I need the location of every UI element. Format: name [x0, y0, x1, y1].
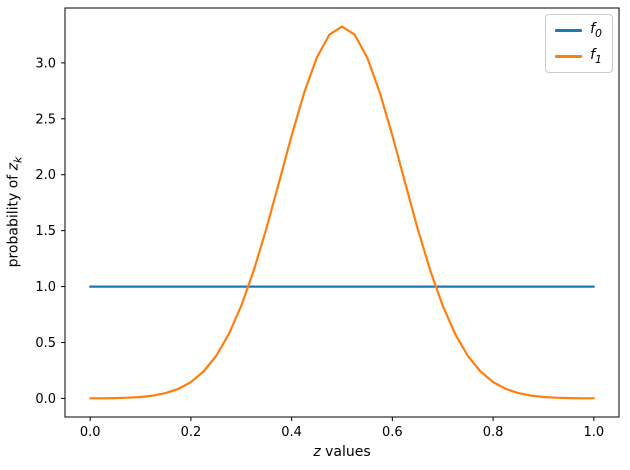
y-tick-label: 2.0 — [35, 168, 56, 183]
y-axis-label-var: z — [5, 162, 22, 171]
legend-label-f0: f0 — [590, 22, 602, 39]
legend-line-sample-f1 — [555, 54, 583, 58]
x-tick-label: 0.0 — [80, 425, 101, 440]
x-axis-ticks: 0.0 0.2 0.4 0.6 0.8 1.0 — [80, 417, 604, 440]
plot-area-border — [64, 7, 620, 418]
y-tick-label: 2.5 — [35, 112, 56, 127]
x-axis-label-rest: values — [320, 444, 371, 460]
x-tick-label: 0.8 — [483, 425, 504, 440]
x-axis-label: z values — [313, 444, 370, 460]
x-axis-label-var: z — [313, 444, 321, 460]
legend: f0 f1 — [545, 14, 613, 73]
series-lines — [89, 25, 595, 400]
legend-label-f0-sub: 0 — [595, 26, 602, 40]
x-tick-label: 0.6 — [382, 425, 403, 440]
y-axis-ticks: 0.0 0.5 1.0 1.5 2.0 2.5 3.0 — [35, 56, 65, 407]
legend-label-f1-base: f — [590, 46, 595, 63]
legend-item-f1: f1 — [555, 48, 602, 65]
legend-label-f0-base: f — [590, 21, 595, 37]
legend-label-f1: f1 — [590, 48, 602, 65]
series-line-f1 — [89, 25, 595, 400]
legend-label-f1-sub: 1 — [595, 52, 602, 66]
x-tick-label: 1.0 — [583, 425, 604, 440]
legend-item-f0: f0 — [555, 22, 602, 39]
y-tick-label: 1.5 — [35, 224, 56, 239]
y-axis-label-sub: k — [11, 156, 25, 163]
y-tick-label: 3.0 — [35, 56, 56, 71]
y-tick-label: 1.0 — [35, 280, 56, 295]
y-axis-label-prefix: probability of — [5, 170, 22, 268]
y-axis-label: probability of zk — [6, 157, 25, 268]
y-tick-label: 0.5 — [35, 336, 56, 351]
x-tick-label: 0.4 — [281, 425, 302, 440]
y-tick-label: 0.0 — [35, 392, 56, 407]
x-tick-label: 0.2 — [181, 425, 202, 440]
legend-line-sample-f0 — [555, 28, 583, 32]
